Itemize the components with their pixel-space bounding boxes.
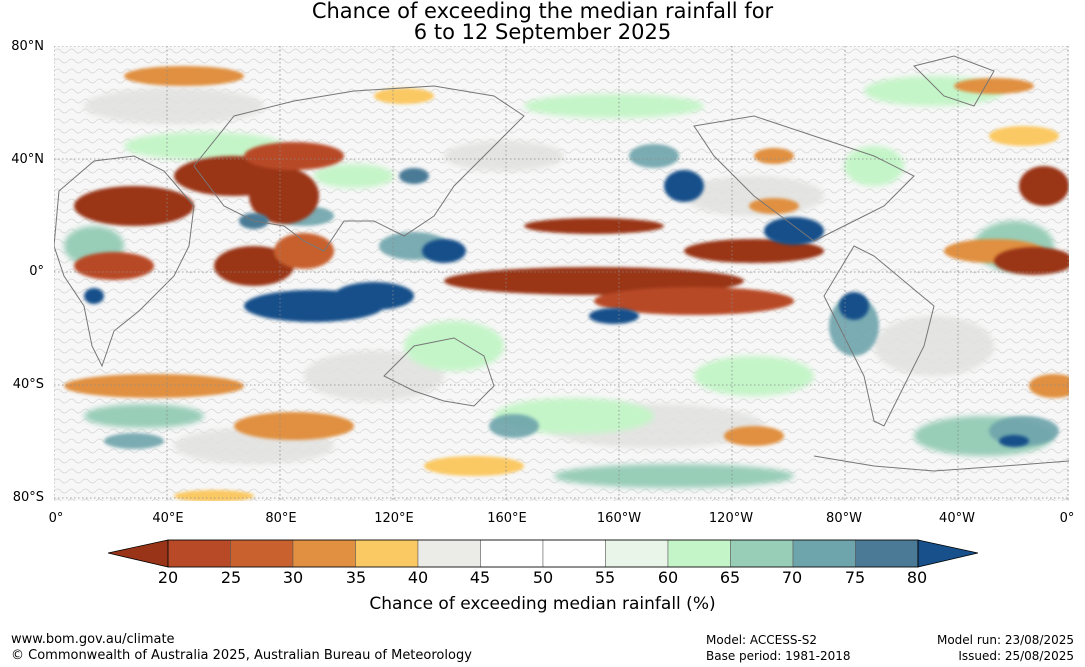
colorbar-extend-low <box>108 539 169 568</box>
footer-model-run: Model run: 23/08/2025 <box>936 633 1074 647</box>
lat-label-0: 0° <box>29 264 44 279</box>
lon-label-0-right: 0° <box>1059 511 1075 526</box>
lon-label-120w: 120°W <box>708 511 754 526</box>
colorbar <box>108 539 978 568</box>
lon-label-40w: 40°W <box>939 511 975 526</box>
colorbar-tick-label: 30 <box>282 568 304 587</box>
colorbar-frame <box>167 539 919 568</box>
lon-label-160e: 160°E <box>487 511 527 526</box>
footer-url[interactable]: www.bom.gov.au/climate <box>11 632 175 647</box>
lon-label-40e: 40°E <box>152 511 184 526</box>
colorbar-tick-label: 45 <box>469 568 491 587</box>
colorbar-title: Chance of exceeding median rainfall (%) <box>369 594 716 614</box>
lon-label-80e: 80°E <box>265 511 297 526</box>
lon-label-120e: 120°E <box>374 511 414 526</box>
colorbar-bin <box>230 539 294 568</box>
footer-model: Model: ACCESS-S2 <box>706 633 818 647</box>
colorbar-bin <box>292 539 356 568</box>
lon-label-0: 0° <box>48 511 64 526</box>
colorbar-bin <box>417 539 481 568</box>
lat-label-40n: 40°N <box>11 152 44 167</box>
colorbar-extend-high <box>917 539 978 568</box>
map-title-line1: Chance of exceeding the median rainfall … <box>311 0 774 23</box>
colorbar-bin <box>480 539 544 568</box>
coastlines <box>54 55 1069 472</box>
footer-copyright: © Commonwealth of Australia 2025, Austra… <box>11 648 472 663</box>
wet-blobs <box>84 168 1029 447</box>
colorbar-tick-label: 40 <box>407 568 429 587</box>
colorbar-tick-label: 75 <box>844 568 866 587</box>
graticule <box>54 46 1069 501</box>
dry-bands <box>74 142 1069 315</box>
colorbar-bin <box>355 539 419 568</box>
lon-label-80w: 80°W <box>826 511 862 526</box>
colorbar-bin <box>667 539 731 568</box>
colorbar-bin <box>167 539 231 568</box>
lon-label-160w: 160°W <box>596 511 642 526</box>
lat-label-80s: 80°S <box>12 490 44 505</box>
colorbar-tick-label: 80 <box>906 568 928 587</box>
colorbar-bin <box>542 539 606 568</box>
colorbar-bin <box>792 539 856 568</box>
colorbar-tick-label: 65 <box>719 568 741 587</box>
colorbar-tick-label: 20 <box>157 568 179 587</box>
colorbar-tick-label: 35 <box>345 568 367 587</box>
colorbar-tick-label: 70 <box>781 568 803 587</box>
map-title-line2: 6 to 12 September 2025 <box>413 20 672 44</box>
colorbar-tick-label: 55 <box>594 568 616 587</box>
colorbar-tick-label: 25 <box>220 568 242 587</box>
rainfall-probability-map <box>54 46 1069 501</box>
colorbar-bin <box>730 539 794 568</box>
footer-base-period: Base period: 1981-2018 <box>706 649 851 663</box>
green-patches <box>64 76 1054 488</box>
colorbar-bin <box>855 539 919 568</box>
lat-label-40s: 40°S <box>12 377 44 392</box>
colorbar-tick-label: 50 <box>532 568 554 587</box>
colorbar-tick-label: 60 <box>657 568 679 587</box>
colorbar-bin <box>605 539 669 568</box>
footer-issued: Issued: 25/08/2025 <box>958 649 1074 663</box>
lat-label-80n: 80°N <box>11 39 44 54</box>
